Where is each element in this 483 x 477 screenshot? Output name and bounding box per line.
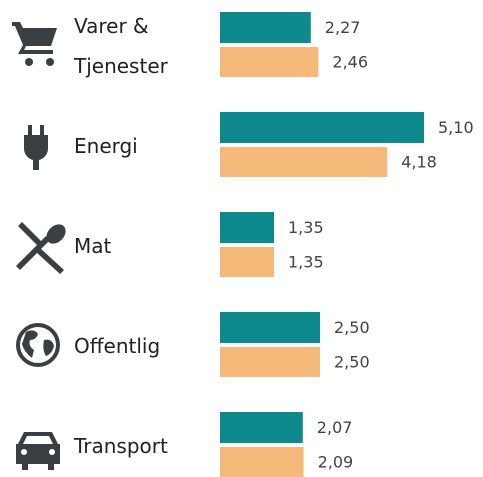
icon-car	[16, 432, 60, 470]
category-text: Offentlig	[74, 334, 161, 358]
value-label: 2,50	[334, 353, 370, 372]
bar	[220, 312, 320, 343]
value-label: 4,18	[401, 153, 437, 172]
bar	[220, 412, 303, 443]
category-label: Mat	[74, 206, 204, 286]
icon-cutlery	[16, 222, 66, 274]
value-label: 2,09	[318, 453, 354, 472]
bar	[220, 12, 311, 43]
value-label: 2,27	[325, 18, 361, 37]
bar	[220, 247, 274, 277]
value-label: 1,35	[288, 253, 324, 272]
bar	[220, 347, 320, 377]
category-label: Varer & Tjenester	[74, 6, 204, 86]
category-text: Mat	[74, 234, 112, 258]
bar	[220, 47, 319, 77]
bar	[220, 447, 304, 477]
bar	[220, 112, 424, 143]
icon-plug	[24, 125, 48, 170]
value-label: 2,46	[332, 53, 368, 72]
category-label: Transport	[74, 406, 204, 477]
bar	[220, 147, 388, 177]
category-label: Offentlig	[74, 306, 204, 386]
category-text: Transport	[74, 434, 168, 458]
icon-globe	[16, 323, 60, 367]
icon-cart	[12, 22, 57, 66]
value-label: 2,50	[334, 318, 370, 337]
value-label: 2,07	[317, 418, 353, 437]
category-text: Energi	[74, 134, 138, 158]
bar	[220, 212, 274, 243]
category-label: Energi	[74, 106, 204, 186]
value-label: 1,35	[288, 218, 324, 237]
category-text: Varer & Tjenester	[74, 14, 168, 78]
value-label: 5,10	[438, 118, 474, 137]
